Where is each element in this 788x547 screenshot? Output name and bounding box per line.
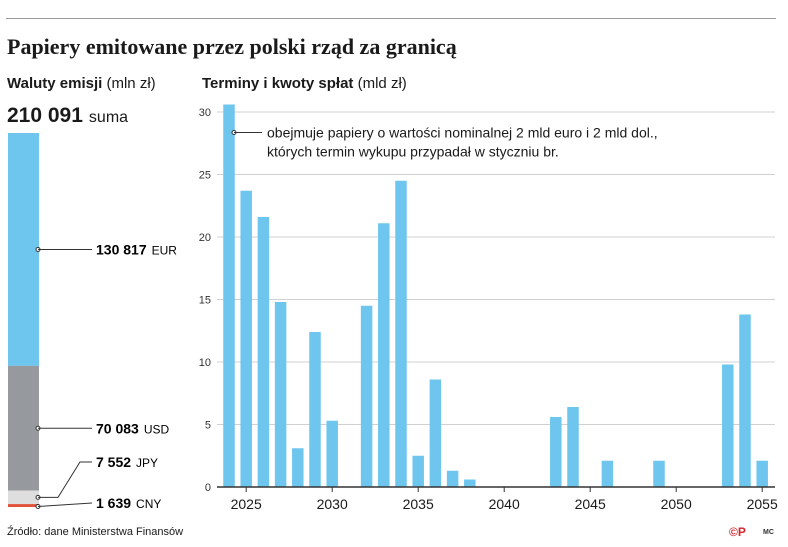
maturity-panel-heading: Terminy i kwoty spłat (mld zł): [202, 75, 407, 92]
value-label-jpy-currency: JPY: [136, 456, 158, 470]
bar: [274, 302, 287, 487]
bar: [722, 364, 734, 487]
total-label: suma: [88, 109, 129, 126]
y-tick-label: 30: [199, 107, 211, 119]
bar: [378, 223, 390, 487]
stack-segment-cny: [8, 504, 39, 507]
annotation-text-line-2: których termin wykupu przypadał w styczn…: [267, 144, 559, 160]
pap-logo: ©P: [729, 525, 746, 539]
annotation-text-line-1: obejmuje papiery o wartości nominalnej 2…: [267, 125, 658, 141]
leader-line-jpy: [38, 461, 92, 498]
y-tick-label: 10: [199, 357, 211, 369]
bar: [292, 448, 304, 487]
bar: [464, 479, 476, 487]
bar: [240, 190, 252, 487]
value-label-eur-currency: EUR: [152, 243, 178, 257]
stack-segment-jpy: [8, 490, 39, 505]
value-label-eur-number: 130 817: [96, 241, 147, 257]
currency-panel-unit: (mln zł): [106, 75, 156, 92]
value-label-usd: 70 083 USD: [96, 420, 169, 436]
value-label-usd-number: 70 083: [96, 420, 139, 436]
y-tick-label: 0: [205, 482, 211, 494]
value-label-cny-currency: CNY: [136, 497, 161, 511]
value-label-eur: 130 817 EUR: [96, 241, 177, 257]
bar: [257, 217, 270, 487]
x-tick-label: 2035: [403, 496, 434, 512]
stack-segment-eur: [8, 133, 39, 366]
value-label-cny-number: 1 639: [96, 495, 131, 511]
x-tick-label: 2045: [575, 496, 606, 512]
x-tick-label: 2055: [747, 496, 778, 512]
bar: [412, 455, 424, 487]
value-label-cny: 1 639 CNY: [96, 495, 161, 511]
value-label-usd-currency: USD: [144, 422, 170, 436]
bar: [550, 417, 562, 487]
currency-panel-heading-text: Waluty emisji: [7, 75, 103, 92]
y-tick-label: 25: [199, 170, 211, 182]
x-tick-label: 2025: [231, 496, 262, 512]
value-label-jpy: 7 552 JPY: [96, 454, 158, 470]
bar: [429, 379, 442, 487]
source-note: Źródło: dane Ministerstwa Finansów: [7, 526, 184, 538]
bar: [360, 305, 373, 487]
total-sum: 210 091 suma: [7, 104, 128, 128]
maturity-panel-unit: (mld zł): [357, 75, 407, 92]
bar: [446, 470, 459, 487]
currency-panel-heading: Waluty emisji (mln zł): [7, 75, 156, 92]
x-tick-label: 2030: [317, 496, 348, 512]
bar: [756, 460, 768, 487]
stack-segment-usd: [8, 365, 39, 491]
bar: [326, 420, 338, 487]
maturity-panel-heading-text: Terminy i kwoty spłat: [202, 75, 354, 92]
author-credit: MC: [763, 529, 774, 536]
bar: [309, 332, 321, 487]
bar: [567, 407, 579, 487]
total-value: 210 091: [7, 104, 83, 127]
y-tick-label: 15: [199, 295, 211, 307]
y-tick-label: 5: [205, 420, 211, 432]
bar: [395, 180, 407, 487]
bar: [601, 460, 614, 487]
bar: [739, 314, 751, 487]
bar: [653, 460, 665, 487]
chart-title: Papiery emitowane przez polski rząd za g…: [7, 34, 457, 59]
bar: [223, 104, 235, 487]
x-tick-label: 2050: [661, 496, 692, 512]
x-tick-label: 2040: [489, 496, 520, 512]
value-label-jpy-number: 7 552: [96, 454, 131, 470]
top-rule: [6, 18, 776, 19]
y-tick-label: 20: [199, 232, 211, 244]
leader-line-cny: [37, 502, 93, 508]
